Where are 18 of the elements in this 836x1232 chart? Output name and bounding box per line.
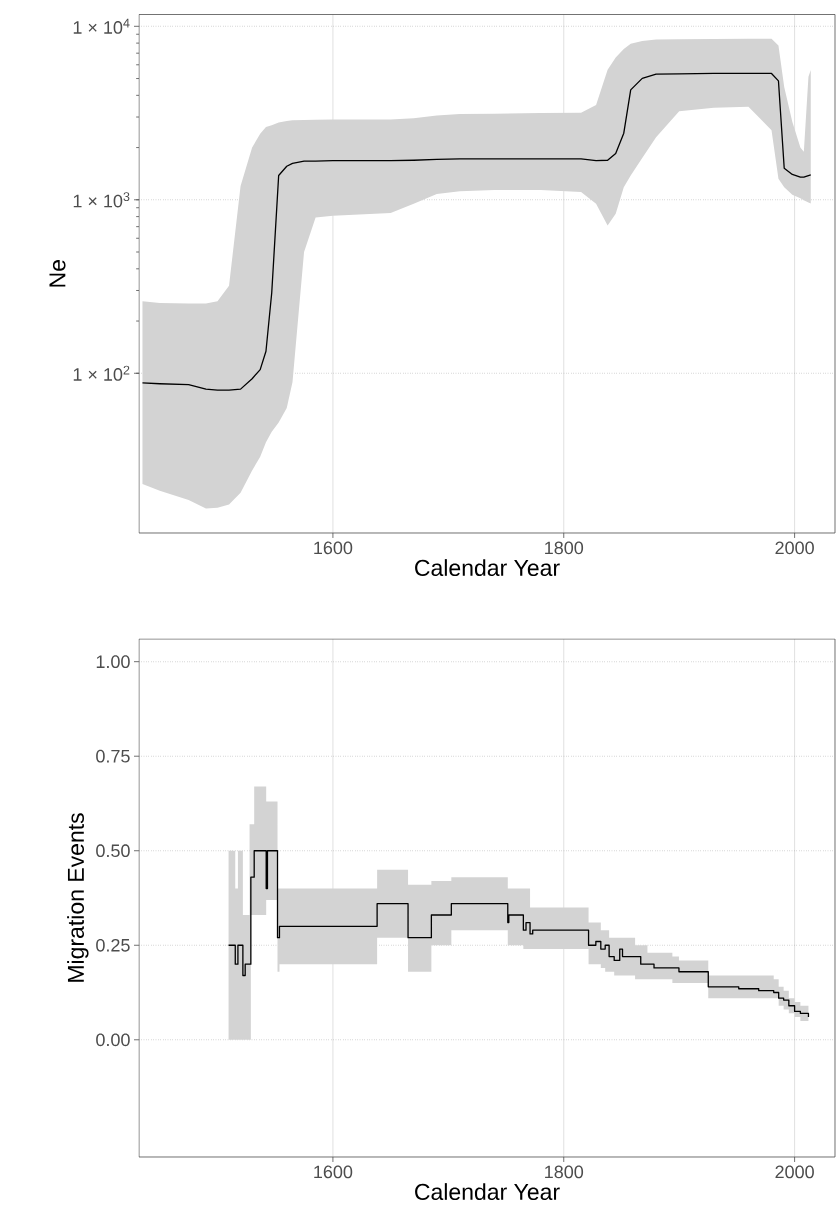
x-tick-label: 1800 xyxy=(545,1165,584,1179)
x-axis-title: Calendar Year xyxy=(415,1183,560,1201)
x-tick-label: 1600 xyxy=(314,541,353,555)
x-axis-title: Calendar Year xyxy=(415,559,560,577)
y-tick-label: 0.75 xyxy=(96,749,130,763)
y-tick-label: 0.25 xyxy=(96,938,130,952)
y-tick-label: 0.50 xyxy=(96,844,130,858)
y-tick-label: 1.00 xyxy=(96,655,130,669)
x-tick-label: 1600 xyxy=(314,1165,353,1179)
y-axis-title: Migration Events xyxy=(67,813,89,982)
y-tick-label: 0.00 xyxy=(96,1033,130,1047)
x-tick-label: 2000 xyxy=(775,541,814,555)
x-tick-label: 1800 xyxy=(545,541,584,555)
y-tick-label: 1 × 10$^{3}$ xyxy=(73,192,130,208)
y-axis-title: Ne xyxy=(49,260,66,287)
y-tick-label: 1 × 10$^{4}$ xyxy=(73,18,130,34)
y-tick-label: 1 × 10$^{2}$ xyxy=(73,365,130,381)
x-tick-label: 2000 xyxy=(775,1165,814,1179)
